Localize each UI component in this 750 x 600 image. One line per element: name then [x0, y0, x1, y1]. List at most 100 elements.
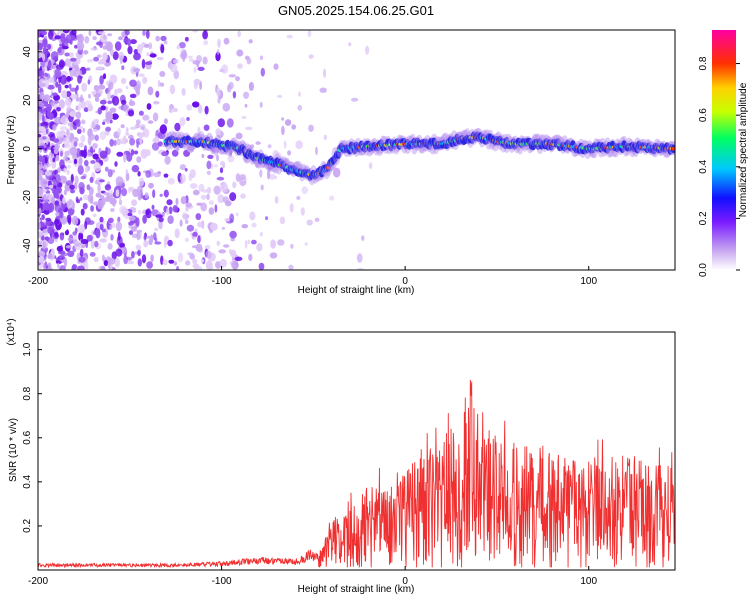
heatmap-noise-cell	[245, 126, 253, 131]
heatmap-noise-cell	[175, 145, 180, 152]
heatmap-noise-cell	[42, 202, 50, 211]
heatmap-noise-cell	[76, 34, 82, 41]
heatmap-noise-cell	[197, 126, 201, 136]
heatmap-noise-cell	[49, 224, 55, 234]
heatmap-noise-cell	[235, 212, 239, 217]
heatmap-noise-cell	[129, 138, 136, 146]
heatmap-noise-cell	[186, 117, 190, 121]
heatmap-noise-cell	[130, 149, 135, 156]
heatmap-noise-cell	[109, 107, 117, 113]
heatmap-noise-cell	[300, 207, 305, 216]
heatmap-noise-cell	[38, 169, 44, 176]
heatmap-noise-cell	[243, 91, 250, 100]
heatmap-noise-cell	[48, 184, 54, 189]
heatmap-noise-cell	[226, 118, 234, 128]
heatmap-noise-cell	[73, 124, 77, 130]
heatmap-noise-cell	[196, 55, 203, 63]
heatmap-noise-cell	[204, 105, 209, 115]
heatmap-noise-cell	[251, 239, 257, 245]
heatmap-noise-cell	[129, 79, 137, 87]
heatmap-noise-cell	[256, 243, 263, 252]
heatmap-noise-cell	[121, 188, 128, 197]
heatmap-noise-cell	[62, 30, 70, 34]
heatmap-noise-cell	[44, 193, 52, 200]
heatmap-noise-cell	[111, 113, 119, 120]
heatmap-noise-cell	[89, 128, 93, 134]
heatmap-noise-cell	[66, 128, 69, 136]
heatmap-noise-cell	[206, 193, 210, 201]
heatmap-noise-cell	[180, 173, 187, 184]
heatmap-noise-cell	[155, 90, 160, 98]
heatmap-noise-cell	[93, 201, 99, 206]
heatmap-noise-cell	[42, 39, 48, 48]
heatmap-noise-cell	[47, 237, 55, 244]
heatmap-noise-cell	[131, 250, 135, 259]
heatmap-noise-cell	[112, 51, 119, 61]
heatmap-noise-cell	[304, 242, 308, 246]
heatmap-noise-cell	[56, 107, 61, 112]
heatmap-noise-cell	[129, 93, 137, 99]
heatmap-noise-cell	[96, 54, 102, 58]
heatmap-noise-cell	[56, 186, 62, 194]
heatmap-noise-cell	[77, 128, 82, 134]
heatmap-noise-cell	[116, 151, 124, 157]
heatmap-noise-cell	[102, 229, 106, 233]
heatmap-noise-cell	[93, 162, 102, 173]
heatmap-noise-cell	[195, 213, 202, 221]
heatmap-noise-cell	[44, 170, 52, 176]
heatmap-noise-cell	[89, 252, 96, 257]
heatmap-noise-cell	[200, 194, 207, 200]
heatmap-noise-cell	[172, 59, 179, 64]
heatmap-noise-cell	[141, 76, 148, 85]
heatmap-noise-cell	[95, 228, 101, 239]
heatmap-noise-cell	[126, 260, 135, 265]
heatmap-noise-cell	[164, 155, 171, 165]
heatmap-noise-cell	[98, 84, 106, 90]
heatmap-noise-cell	[206, 160, 212, 170]
heatmap-noise-cell	[64, 58, 71, 67]
heatmap-noise-cell	[59, 159, 65, 170]
colorbar-tick-label: 0.2	[698, 211, 709, 225]
heatmap-noise-cell	[197, 66, 205, 71]
heatmap-noise-cell	[201, 153, 205, 159]
heatmap-noise-cell	[65, 245, 73, 249]
heatmap-noise-cell	[250, 144, 255, 149]
heatmap-noise-cell	[267, 144, 272, 149]
heatmap-noise-cell	[239, 174, 247, 180]
heatmap-noise-cell	[93, 129, 98, 132]
heatmap-noise-cell	[83, 50, 89, 55]
heatmap-noise-cell	[78, 182, 85, 191]
heatmap-noise-cell	[136, 229, 143, 233]
heatmap-noise-cell	[132, 188, 140, 198]
heatmap-noise-cell	[42, 52, 46, 62]
heatmap-noise-cell	[248, 81, 254, 91]
heatmap-noise-cell	[88, 30, 92, 37]
chart-title: GN05.2025.154.06.25.G01	[278, 3, 434, 18]
heatmap-noise-cell	[90, 205, 94, 212]
heatmap-noise-cell	[102, 73, 107, 80]
top-x-tick-label: 100	[580, 276, 597, 287]
heatmap-noise-cell	[192, 189, 200, 196]
heatmap-noise-cell	[159, 193, 163, 197]
heatmap-noise-cell	[297, 104, 303, 111]
heatmap-noise-cell	[97, 31, 106, 35]
heatmap-noise-cell	[189, 183, 198, 189]
heatmap-noise-cell	[229, 213, 235, 223]
heatmap-noise-cell	[47, 43, 52, 50]
heatmap-noise-cell	[108, 81, 114, 91]
heatmap-noise-cell	[216, 240, 221, 246]
bottom-y-axis-label: SNR (10 * v/v)	[8, 418, 19, 482]
heatmap-noise-cell	[43, 193, 47, 201]
heatmap-noise-cell	[213, 151, 218, 156]
heatmap-noise-cell	[93, 256, 99, 263]
heatmap-noise-cell	[90, 124, 96, 129]
heatmap-noise-cell	[125, 127, 129, 133]
heatmap-noise-cell	[186, 104, 193, 111]
heatmap-noise-cell	[103, 34, 107, 40]
heatmap-noise-cell	[306, 219, 313, 226]
heatmap-noise-cell	[143, 234, 147, 241]
heatmap-noise-cell	[174, 228, 180, 239]
heatmap-noise-cell	[184, 37, 189, 42]
heatmap-noise-cell	[60, 217, 66, 224]
